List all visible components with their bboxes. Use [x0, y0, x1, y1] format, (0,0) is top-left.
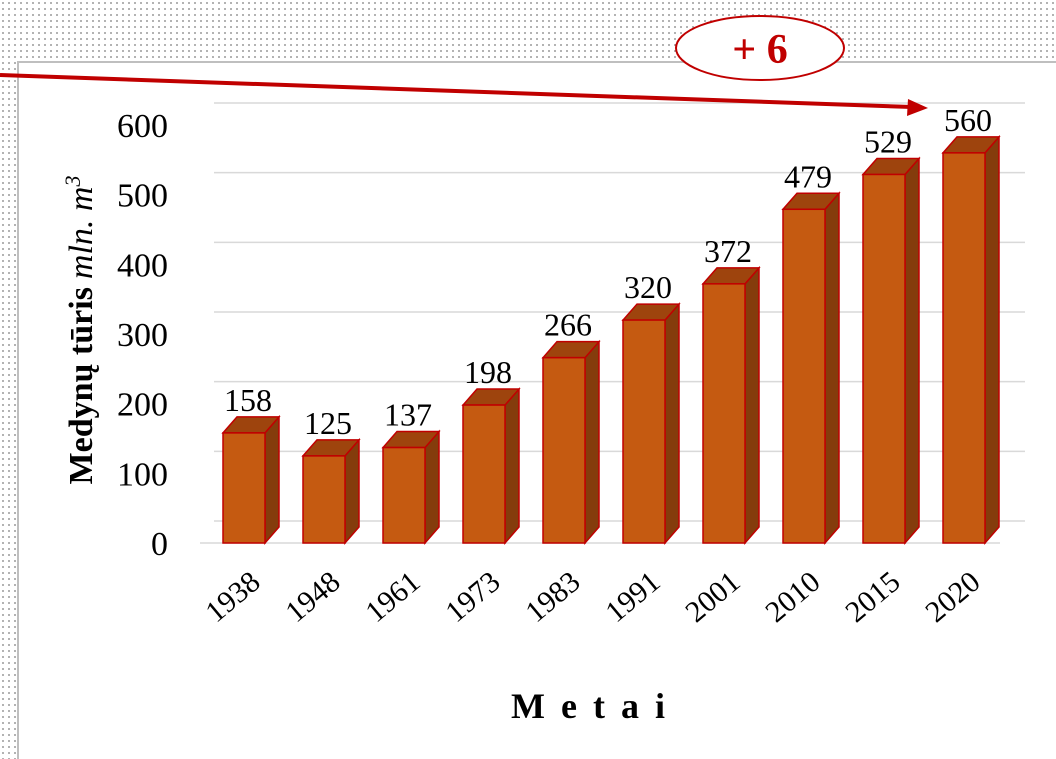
data-label: 372 — [704, 233, 752, 269]
y-tick-label: 200 — [117, 387, 168, 424]
data-label: 560 — [944, 102, 992, 138]
arrow-head — [907, 99, 928, 116]
bar-side — [264, 414, 280, 545]
y-tick-label: 400 — [117, 247, 168, 284]
annotation: + 6 — [732, 27, 787, 73]
data-label: 479 — [784, 158, 832, 194]
bar — [941, 134, 1001, 545]
bar-side — [824, 191, 840, 545]
y-axis-label: Medynų tūris mln. m3 — [60, 176, 101, 485]
bar-side — [424, 429, 440, 545]
bar — [541, 339, 601, 545]
bar-side — [504, 387, 520, 545]
plot: 0100200300400500600193815819481251961137… — [117, 102, 1025, 629]
bar — [461, 387, 521, 545]
bar — [221, 414, 281, 545]
bar-front — [542, 356, 586, 544]
y-tick-label: 300 — [117, 317, 168, 354]
bar-front — [222, 432, 266, 544]
bar-front — [462, 404, 506, 544]
bar-front — [382, 446, 426, 544]
data-label: 137 — [384, 397, 432, 433]
y-tick-label: 500 — [117, 178, 168, 215]
bar — [301, 437, 361, 545]
bar-side — [664, 302, 680, 545]
annotation-ellipse — [675, 15, 845, 81]
bar-front — [942, 152, 986, 544]
bar-front — [862, 173, 906, 544]
y-tick-label: 0 — [151, 526, 168, 563]
data-label: 158 — [224, 382, 272, 418]
y-label-text: Medynų tūris — [63, 287, 100, 484]
bar-side — [744, 265, 760, 545]
y-label-exponent: 3 — [60, 176, 85, 188]
x-axis-label: Metai — [511, 686, 681, 726]
trend-arrow — [0, 73, 913, 109]
bar-side — [344, 437, 360, 545]
data-label: 266 — [544, 307, 592, 343]
bar — [781, 191, 841, 545]
bar-front — [622, 319, 666, 544]
bar-front — [702, 283, 746, 544]
bar-side — [984, 134, 1000, 545]
bar — [701, 265, 761, 545]
y-label-unit: mln. m — [63, 187, 100, 280]
bar-front — [302, 455, 346, 544]
y-tick-label: 600 — [117, 108, 168, 145]
data-label: 320 — [624, 269, 672, 305]
bar — [621, 302, 681, 545]
y-tick-label: 100 — [117, 456, 168, 493]
data-label: 529 — [864, 123, 912, 159]
bar-front — [782, 208, 826, 544]
data-label: 125 — [304, 405, 352, 441]
data-label: 198 — [464, 354, 512, 390]
bar-side — [904, 156, 920, 545]
bar — [381, 429, 441, 545]
bar-side — [584, 339, 600, 545]
bar — [861, 156, 921, 545]
